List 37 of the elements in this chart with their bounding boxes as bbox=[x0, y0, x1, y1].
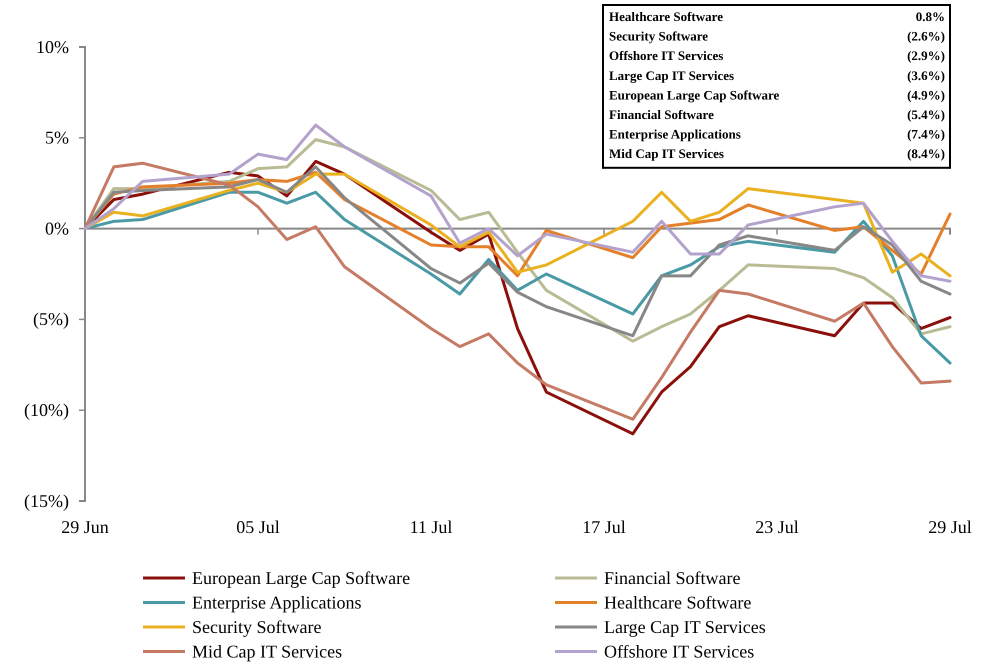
annotation: Financial Software bbox=[609, 107, 714, 122]
annotation: (2.9%) bbox=[907, 48, 945, 64]
legend-label: Financial Software bbox=[604, 568, 740, 588]
annotation: (5.4%) bbox=[907, 107, 945, 122]
y-tick-label: (10%) bbox=[24, 400, 70, 420]
legend-label: European Large Cap Software bbox=[192, 568, 410, 588]
x-tick-label: 11 Jul bbox=[410, 517, 452, 537]
legend-label: Offshore IT Services bbox=[604, 642, 754, 662]
annotation: European Large Cap Software bbox=[609, 87, 780, 102]
annotation: Enterprise Applications bbox=[609, 126, 741, 142]
x-tick-label: 29 Jul bbox=[928, 517, 972, 537]
y-tick-label: 10% bbox=[36, 36, 69, 57]
legend-label: Security Software bbox=[192, 617, 322, 637]
x-tick-label: 17 Jul bbox=[582, 517, 626, 537]
x-tick-label: 29 Jun bbox=[61, 517, 109, 537]
y-tick-label: 5% bbox=[45, 128, 69, 148]
legend-label: Mid Cap IT Services bbox=[192, 642, 342, 662]
x-tick-label: 23 Jul bbox=[755, 517, 799, 537]
text: 0.8% bbox=[916, 9, 945, 24]
legend-label: Large Cap IT Services bbox=[604, 617, 766, 637]
legend-label: Enterprise Applications bbox=[192, 592, 362, 612]
legend-label: Healthcare Software bbox=[604, 592, 752, 612]
x-tick-label: 05 Jul bbox=[236, 517, 280, 537]
line-series bbox=[84, 124, 952, 283]
y-tick-label: (5%) bbox=[33, 309, 70, 330]
annotation: (8.4%) bbox=[907, 146, 945, 162]
text: Healthcare Software bbox=[609, 9, 724, 24]
y-tick-label: 0% bbox=[45, 218, 69, 238]
y-tick-label: (15%) bbox=[24, 490, 70, 511]
text: Security Software bbox=[609, 28, 708, 44]
annotation: Offshore IT Services bbox=[609, 48, 724, 64]
annotation: (3.6%) bbox=[907, 68, 945, 83]
annotation: Mid Cap IT Services bbox=[609, 146, 724, 162]
annotation: (4.9%) bbox=[907, 87, 945, 102]
annotation: Large Cap IT Services bbox=[609, 68, 734, 83]
annotation: (7.4%) bbox=[907, 126, 945, 142]
text: (2.6%) bbox=[907, 28, 945, 44]
